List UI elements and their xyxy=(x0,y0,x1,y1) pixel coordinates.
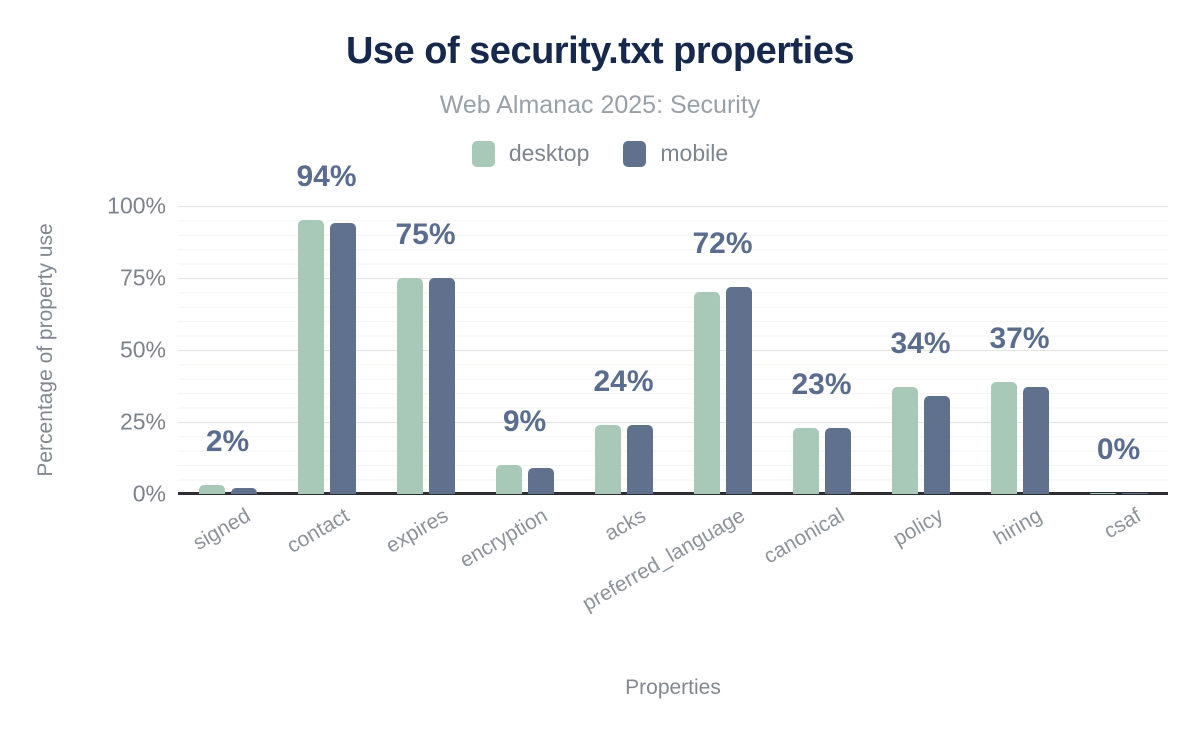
bar-value-label: 37% xyxy=(989,321,1050,355)
legend-item-mobile[interactable]: mobile xyxy=(623,140,728,167)
bar-value-label: 24% xyxy=(593,364,654,398)
x-tick-label-acks: acks xyxy=(601,504,650,546)
legend-item-desktop[interactable]: desktop xyxy=(471,140,590,167)
bar-group-signed: 2% signed xyxy=(178,206,277,555)
legend-label-mobile: mobile xyxy=(660,140,729,166)
bar-canonical-mobile[interactable] xyxy=(824,427,851,494)
x-tick-label-contact: contact xyxy=(282,504,353,558)
x-tick-label-canonical: canonical xyxy=(759,504,848,569)
bar-value-label: 94% xyxy=(296,160,357,194)
bar-group-contact: 94% contact xyxy=(277,160,376,557)
desktop-swatch-icon xyxy=(471,140,495,167)
bar-expires-mobile[interactable] xyxy=(428,278,455,494)
legend-label-desktop: desktop xyxy=(508,140,590,166)
y-tick-0: 0% xyxy=(132,480,166,507)
bar-value-label: 34% xyxy=(890,327,951,361)
bar-policy-desktop[interactable] xyxy=(891,387,918,494)
bar-contact-desktop[interactable] xyxy=(297,220,324,494)
bar-group-canonical: 23% canonical xyxy=(760,206,871,569)
mobile-swatch-icon xyxy=(623,140,647,167)
bar-value-label: 9% xyxy=(502,405,547,439)
bar-preferred-language-desktop[interactable] xyxy=(693,292,720,494)
bar-encryption-mobile[interactable] xyxy=(527,468,554,494)
bar-hiring-desktop[interactable] xyxy=(990,381,1017,494)
y-tick-75: 75% xyxy=(119,264,166,291)
y-axis-ticks: 100% 75% 50% 25% 0% xyxy=(0,193,166,507)
bar-hiring-mobile[interactable] xyxy=(1022,387,1049,494)
bar-expires-desktop[interactable] xyxy=(396,278,423,494)
bar-acks-mobile[interactable] xyxy=(626,424,653,494)
bar-value-label: 0% xyxy=(1096,432,1141,466)
bar-group-preferred-language: 72% preferred_language xyxy=(579,206,772,616)
y-tick-25: 25% xyxy=(119,408,166,435)
bar-group-encryption: 9% encryption xyxy=(456,206,574,572)
bar-contact-mobile[interactable] xyxy=(329,223,356,494)
bar-csaf-mobile[interactable] xyxy=(1121,492,1148,494)
bar-group-expires: 75% expires xyxy=(376,206,475,558)
bar-group-policy: 34% policy xyxy=(871,206,970,550)
x-tick-label-csaf: csaf xyxy=(1100,504,1145,544)
bar-value-label: 2% xyxy=(205,425,250,459)
x-tick-label-hiring: hiring xyxy=(990,504,1046,550)
chart-subtitle: Web Almanac 2025: Security xyxy=(439,91,761,119)
y-tick-50: 50% xyxy=(119,336,166,363)
bar-value-label: 23% xyxy=(791,367,852,401)
x-tick-label-preferred-language: preferred_language xyxy=(578,504,749,616)
x-axis-line xyxy=(178,492,1168,495)
x-tick-label-encryption: encryption xyxy=(455,504,551,573)
legend: desktop mobile xyxy=(0,140,1200,167)
bar-preferred-language-mobile[interactable] xyxy=(725,286,752,494)
y-tick-100: 100% xyxy=(107,192,166,219)
bar-value-label: 75% xyxy=(395,218,456,251)
bar-policy-mobile[interactable] xyxy=(923,396,950,494)
bar-signed-mobile[interactable] xyxy=(230,488,257,494)
bar-signed-desktop[interactable] xyxy=(198,485,225,494)
chart-title: Use of security.txt properties xyxy=(345,30,855,72)
bar-value-label: 72% xyxy=(692,226,753,260)
bar-encryption-desktop[interactable] xyxy=(495,465,522,494)
plot-area: 2% signed 94% contact 75% expires 9 xyxy=(178,160,1168,616)
bar-group-csaf: 0% csaf xyxy=(1069,206,1168,543)
bar-canonical-desktop[interactable] xyxy=(792,427,819,494)
bar-group-hiring: 37% hiring xyxy=(970,206,1069,550)
bar-csaf-desktop[interactable] xyxy=(1089,492,1116,494)
x-axis-title: Properties xyxy=(625,676,721,699)
x-tick-label-signed: signed xyxy=(188,504,254,555)
x-tick-label-policy: policy xyxy=(888,504,947,551)
x-tick-label-expires: expires xyxy=(381,504,452,558)
bar-group-acks: 24% acks xyxy=(574,206,673,546)
bar-acks-desktop[interactable] xyxy=(594,424,621,494)
